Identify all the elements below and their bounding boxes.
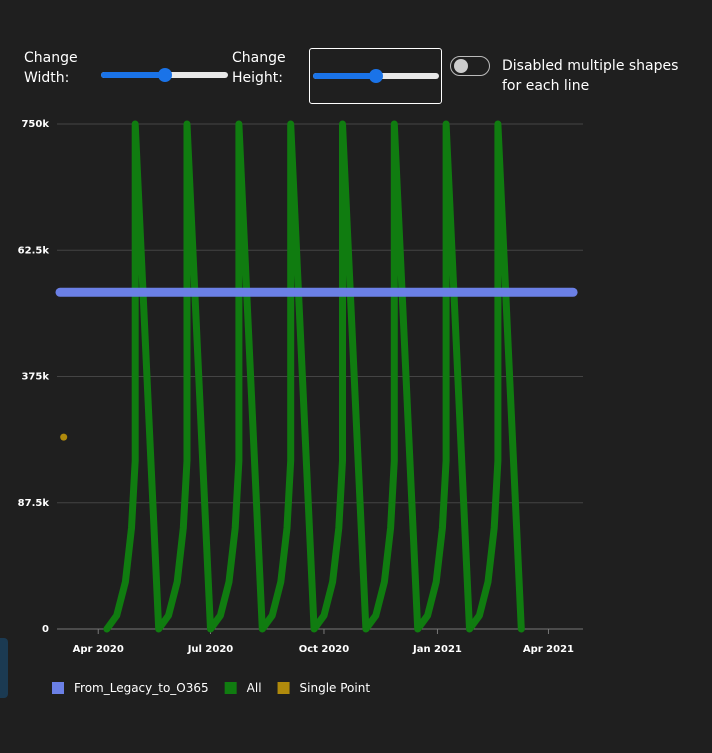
x-tick-label: Jul 2020: [187, 644, 234, 655]
y-tick-label: 0: [42, 624, 49, 635]
x-tick-label: Apr 2020: [73, 644, 124, 655]
y-tick-label: 750k: [21, 119, 49, 130]
toggle[interactable]: [450, 56, 490, 76]
side-tab: [0, 638, 8, 698]
legend-label: From_Legacy_to_O365: [74, 681, 209, 695]
height-label: Change Height:: [232, 50, 286, 86]
y-tick-label: 375k: [21, 372, 49, 383]
legend-swatch: [277, 682, 290, 694]
height-slider[interactable]: [309, 48, 442, 104]
legend-swatch: [52, 682, 64, 694]
point: [60, 433, 68, 441]
legend-label: Single Point: [300, 681, 371, 695]
legend-label: All: [247, 681, 262, 695]
legend-item: All: [224, 681, 262, 695]
y-tick-label: 87.5k: [18, 498, 50, 509]
toggle-label: Disabled multiple shapes for each line: [502, 58, 679, 94]
x-tick-label: Oct 2020: [299, 644, 350, 655]
legend-swatch: [224, 682, 237, 694]
legend-item: Single Point: [277, 681, 371, 695]
y-tick-label: 62.5k: [18, 245, 50, 256]
width-label: Change Width:: [24, 50, 78, 86]
series-line: [103, 120, 525, 633]
x-tick-label: Jan 2021: [412, 644, 462, 655]
x-tick-label: Apr 2021: [523, 644, 574, 655]
legend-item: From_Legacy_to_O365: [52, 681, 209, 695]
